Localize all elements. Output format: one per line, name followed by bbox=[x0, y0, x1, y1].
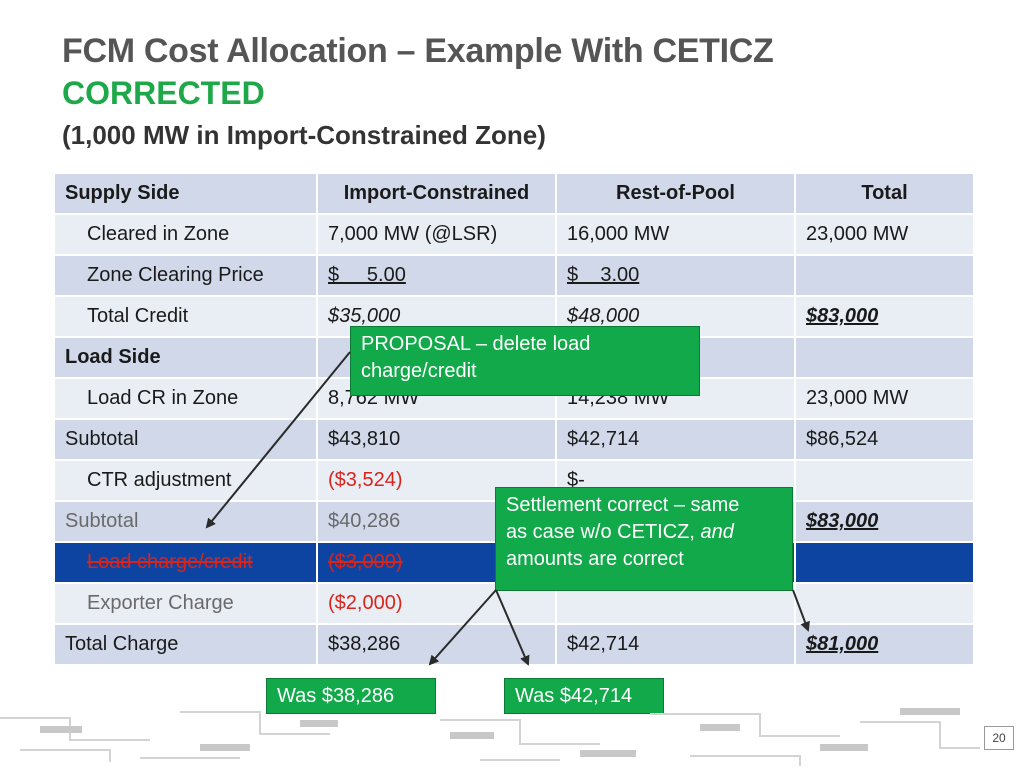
settlement-callout-line2-text: as case w/o CETICZ, bbox=[506, 521, 701, 543]
row-label: Zone Clearing Price bbox=[53, 254, 318, 297]
cell-total: $81,000 bbox=[794, 623, 975, 666]
cell-total: 23,000 MW bbox=[794, 213, 975, 256]
table-row-zone-clearing-price: Zone Clearing Price $ 5.00 $ 3.00 bbox=[53, 254, 975, 297]
cell-rop: $ 3.00 bbox=[555, 254, 796, 297]
corrected-label: CORRECTED bbox=[62, 75, 265, 111]
row-label: Total Charge bbox=[53, 623, 318, 666]
table-row-total-charge: Total Charge $38,286 $42,714 $81,000 bbox=[53, 623, 975, 666]
cell-total: $86,524 bbox=[794, 418, 975, 461]
row-label: Cleared in Zone bbox=[53, 213, 318, 256]
cell-total: 23,000 MW bbox=[794, 377, 975, 420]
title-block: FCM Cost Allocation – Example With CETIC… bbox=[62, 30, 774, 154]
cell-rop: $42,714 bbox=[555, 418, 796, 461]
cell-total: $83,000 bbox=[794, 500, 975, 543]
cell-import: $43,810 bbox=[316, 418, 557, 461]
row-label: Load Side bbox=[53, 336, 318, 379]
row-label: Exporter Charge bbox=[53, 582, 318, 625]
header-import-constrained: Import-Constrained bbox=[316, 172, 557, 215]
settlement-callout: Settlement correct – same as case w/o CE… bbox=[495, 487, 793, 591]
table-row-cleared-in-zone: Cleared in Zone 7,000 MW (@LSR) 16,000 M… bbox=[53, 213, 975, 256]
table-row-subtotal-1: Subtotal $43,810 $42,714 $86,524 bbox=[53, 418, 975, 461]
header-rest-of-pool: Rest-of-Pool bbox=[555, 172, 796, 215]
cell-rop: $42,714 bbox=[555, 623, 796, 666]
cell-total bbox=[794, 582, 975, 625]
cell-total bbox=[794, 541, 975, 584]
cell-total: $83,000 bbox=[794, 295, 975, 338]
row-label: Total Credit bbox=[53, 295, 318, 338]
row-label: Load charge/credit bbox=[53, 541, 318, 584]
settlement-callout-line2: as case w/o CETICZ, and bbox=[506, 519, 782, 546]
settlement-callout-line1: Settlement correct – same bbox=[506, 494, 740, 516]
was-import-callout: Was $38,286 bbox=[266, 678, 436, 714]
settlement-callout-and: and bbox=[700, 521, 734, 543]
page-number: 20 bbox=[984, 726, 1014, 750]
row-label: Load CR in Zone bbox=[53, 377, 318, 420]
circuit-pattern-decoration bbox=[0, 708, 980, 766]
table-row-total-credit: Total Credit $35,000 $48,000 $83,000 bbox=[53, 295, 975, 338]
header-supply-side: Supply Side bbox=[53, 172, 318, 215]
slide-title: FCM Cost Allocation – Example With CETIC… bbox=[62, 32, 774, 70]
cell-import: 7,000 MW (@LSR) bbox=[316, 213, 557, 256]
row-label: CTR adjustment bbox=[53, 459, 318, 502]
header-total: Total bbox=[794, 172, 975, 215]
cell-total bbox=[794, 459, 975, 502]
table-header-row: Supply Side Import-Constrained Rest-of-P… bbox=[53, 172, 975, 215]
table-row-load-cr-in-zone: Load CR in Zone 8,762 MW 14,238 MW 23,00… bbox=[53, 377, 975, 420]
was-rop-callout: Was $42,714 bbox=[504, 678, 664, 714]
cell-total bbox=[794, 336, 975, 379]
row-label: Subtotal bbox=[53, 418, 318, 461]
slide-subtitle: (1,000 MW in Import-Constrained Zone) bbox=[62, 120, 546, 150]
cost-allocation-table: Supply Side Import-Constrained Rest-of-P… bbox=[53, 172, 975, 666]
proposal-callout-line2: charge/credit bbox=[361, 360, 477, 382]
row-label: Subtotal bbox=[53, 500, 318, 543]
cell-import: $38,286 bbox=[316, 623, 557, 666]
settlement-callout-line3: amounts are correct bbox=[506, 548, 684, 570]
cell-import: $ 5.00 bbox=[316, 254, 557, 297]
proposal-callout-line1: PROPOSAL – delete load bbox=[361, 333, 591, 355]
cell-rop: 16,000 MW bbox=[555, 213, 796, 256]
cell-total bbox=[794, 254, 975, 297]
proposal-callout: PROPOSAL – delete load charge/credit bbox=[350, 326, 700, 396]
